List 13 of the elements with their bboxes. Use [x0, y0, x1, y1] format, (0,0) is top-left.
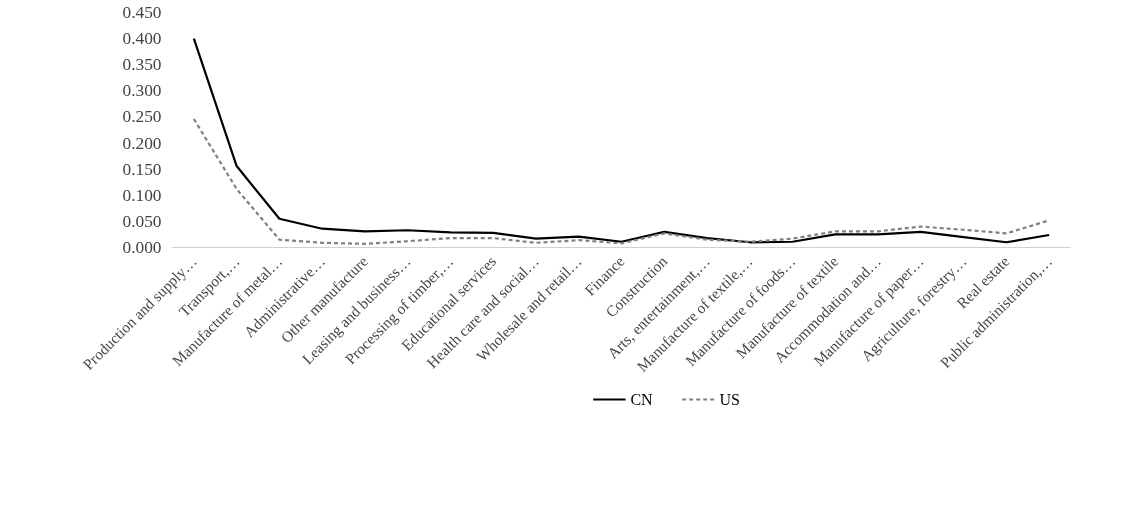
y-tick-label: 0.300: [122, 81, 162, 101]
y-tick-label: 0.000: [122, 238, 162, 257]
y-tick-label: 0.050: [122, 211, 162, 231]
y-tick-label: 0.250: [122, 107, 162, 127]
legend-label: CN: [630, 391, 654, 408]
y-tick-label: 0.400: [122, 29, 162, 49]
legend-label: US: [719, 391, 740, 408]
y-tick-label: 0.350: [122, 55, 162, 75]
y-tick-label: 0.150: [122, 159, 162, 179]
y-tick-label: 0.100: [122, 185, 162, 205]
line-series: [192, 37, 1051, 244]
y-tick-label: 0.200: [122, 133, 162, 153]
y-tick-label: 0.450: [122, 3, 162, 22]
